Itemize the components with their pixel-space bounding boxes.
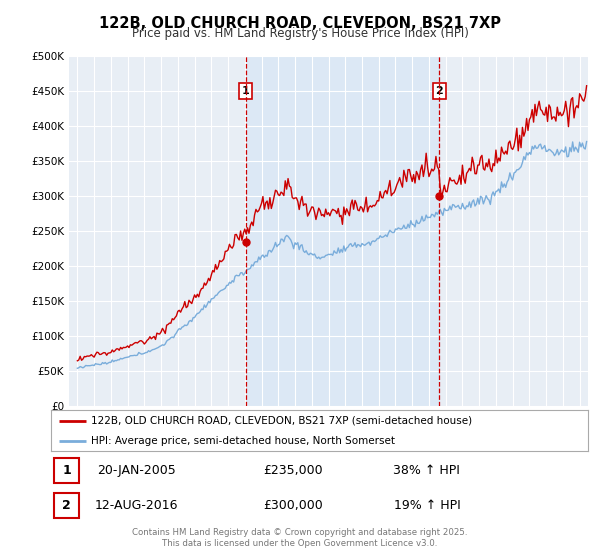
Text: 2: 2 (62, 499, 71, 512)
Text: 20-JAN-2005: 20-JAN-2005 (98, 464, 176, 477)
Text: 122B, OLD CHURCH ROAD, CLEVEDON, BS21 7XP: 122B, OLD CHURCH ROAD, CLEVEDON, BS21 7X… (99, 16, 501, 31)
Text: £235,000: £235,000 (263, 464, 322, 477)
Text: 38% ↑ HPI: 38% ↑ HPI (394, 464, 460, 477)
Bar (245, 56, 439, 406)
Text: Contains HM Land Registry data © Crown copyright and database right 2025.
This d: Contains HM Land Registry data © Crown c… (132, 528, 468, 548)
Text: 1: 1 (62, 464, 71, 477)
Text: 1: 1 (242, 86, 250, 96)
Text: 122B, OLD CHURCH ROAD, CLEVEDON, BS21 7XP (semi-detached house): 122B, OLD CHURCH ROAD, CLEVEDON, BS21 7X… (91, 416, 472, 426)
Text: HPI: Average price, semi-detached house, North Somerset: HPI: Average price, semi-detached house,… (91, 436, 395, 446)
Text: 12-AUG-2016: 12-AUG-2016 (95, 499, 179, 512)
Text: Price paid vs. HM Land Registry's House Price Index (HPI): Price paid vs. HM Land Registry's House … (131, 27, 469, 40)
Text: £300,000: £300,000 (263, 499, 323, 512)
Text: 2: 2 (436, 86, 443, 96)
FancyBboxPatch shape (53, 493, 79, 517)
Text: 19% ↑ HPI: 19% ↑ HPI (394, 499, 460, 512)
FancyBboxPatch shape (53, 458, 79, 483)
